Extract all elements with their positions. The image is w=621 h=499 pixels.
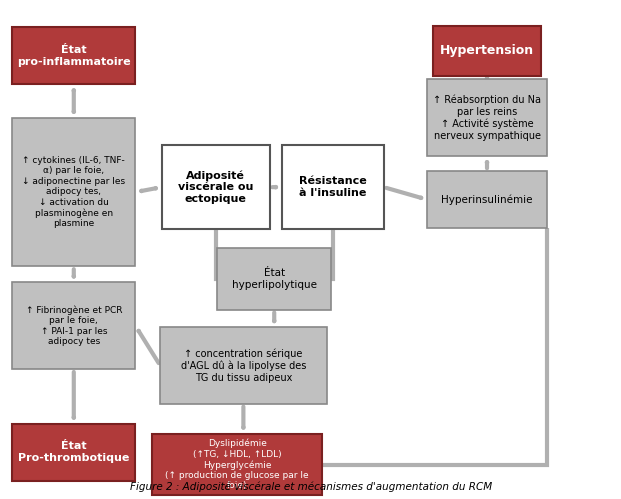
FancyBboxPatch shape [12, 424, 135, 481]
Text: Hypertension: Hypertension [440, 44, 534, 57]
FancyBboxPatch shape [12, 282, 135, 369]
FancyBboxPatch shape [427, 171, 547, 228]
FancyBboxPatch shape [12, 118, 135, 266]
FancyBboxPatch shape [427, 79, 547, 156]
FancyBboxPatch shape [152, 434, 322, 496]
FancyBboxPatch shape [161, 145, 270, 229]
FancyBboxPatch shape [433, 26, 541, 76]
FancyBboxPatch shape [12, 27, 135, 84]
Text: ↑ Réabsorption du Na
par les reins
↑ Activité système
nerveux sympathique: ↑ Réabsorption du Na par les reins ↑ Act… [433, 95, 541, 141]
Text: ↑ cytokines (IL-6, TNF-
α) par le foie,
↓ adiponectine par les
adipocy tes,
↓ ac: ↑ cytokines (IL-6, TNF- α) par le foie, … [22, 156, 125, 228]
Text: ↑ Fibrinogène et PCR
par le foie,
↑ PAI-1 par les
adipocy tes: ↑ Fibrinogène et PCR par le foie, ↑ PAI-… [25, 305, 122, 346]
Text: Figure 2 : Adiposité viscérale et mécanismes d'augmentation du RCM: Figure 2 : Adiposité viscérale et mécani… [130, 481, 492, 492]
FancyBboxPatch shape [282, 145, 384, 229]
Text: État
hyperlipolytique: État hyperlipolytique [232, 268, 317, 289]
Text: Adiposité
viscérale ou
ectopique: Adiposité viscérale ou ectopique [178, 170, 253, 204]
Text: Hyperinsulinémie: Hyperinsulinémie [442, 194, 533, 205]
Text: Dyslipidémie
(↑TG, ↓HDL, ↑LDL)
Hyperglycémie
(↑ production de glucose par le
foi: Dyslipidémie (↑TG, ↓HDL, ↑LDL) Hyperglyc… [165, 439, 309, 491]
FancyBboxPatch shape [160, 327, 327, 404]
Text: État
pro-inflammatoire: État pro-inflammatoire [17, 45, 130, 67]
Text: Résistance
à l'insuline: Résistance à l'insuline [299, 176, 366, 198]
Text: État
Pro-thrombotique: État Pro-thrombotique [18, 441, 129, 463]
FancyBboxPatch shape [217, 248, 331, 310]
Text: ↑ concentration sérique
d'AGL dû à la lipolyse des
TG du tissu adipeux: ↑ concentration sérique d'AGL dû à la li… [181, 348, 306, 383]
